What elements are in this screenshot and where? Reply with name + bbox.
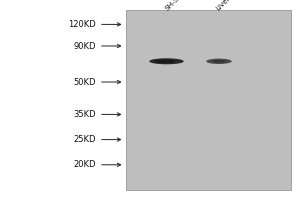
Text: 50KD: 50KD: [74, 78, 96, 87]
Text: 20KD: 20KD: [74, 160, 96, 169]
Text: 90KD: 90KD: [74, 42, 96, 51]
Ellipse shape: [155, 60, 175, 63]
Text: 120KD: 120KD: [68, 20, 96, 29]
Bar: [126, 10, 291, 190]
Text: Liver: Liver: [214, 0, 231, 12]
Ellipse shape: [212, 60, 226, 63]
Ellipse shape: [149, 58, 184, 64]
Text: SH-SY5Y: SH-SY5Y: [164, 0, 190, 12]
Text: 25KD: 25KD: [74, 135, 96, 144]
Text: 35KD: 35KD: [74, 110, 96, 119]
Ellipse shape: [206, 59, 232, 64]
